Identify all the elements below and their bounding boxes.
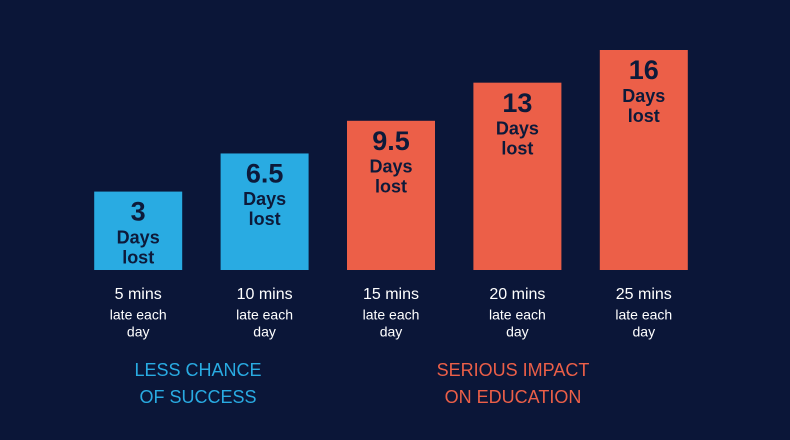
- category-label: 25 mins: [616, 286, 672, 303]
- category-label: 5 mins: [115, 286, 162, 303]
- value-unit: Days: [243, 189, 286, 209]
- category-label: 10 mins: [237, 286, 293, 303]
- category-note: day: [633, 324, 656, 340]
- category-label: 20 mins: [489, 286, 545, 303]
- category-note: late each: [489, 307, 546, 323]
- value-unit: lost: [375, 177, 407, 197]
- bar: [599, 50, 688, 270]
- category-note: late each: [110, 307, 167, 323]
- category-note: late each: [363, 307, 420, 323]
- value-label: 13: [502, 88, 532, 118]
- annotation: ON EDUCATION: [445, 387, 582, 407]
- value-unit: lost: [501, 138, 533, 158]
- category-note: late each: [615, 307, 672, 323]
- value-unit: lost: [628, 106, 660, 126]
- value-unit: Days: [117, 227, 160, 247]
- annotation: OF SUCCESS: [139, 387, 256, 407]
- value-unit: lost: [122, 247, 154, 267]
- category-note: day: [506, 324, 529, 340]
- category-note: late each: [236, 307, 293, 323]
- bar: [94, 191, 183, 270]
- bar: [220, 153, 309, 270]
- category-note: day: [127, 324, 150, 340]
- value-label: 6.5: [246, 159, 284, 189]
- annotation: SERIOUS IMPACT: [437, 360, 590, 380]
- value-label: 9.5: [372, 126, 410, 156]
- annotation: LESS CHANCE: [134, 360, 261, 380]
- category-note: day: [253, 324, 276, 340]
- bar: [347, 120, 435, 270]
- value-unit: lost: [249, 209, 281, 229]
- category-label: 15 mins: [363, 286, 419, 303]
- category-note: day: [380, 324, 403, 340]
- value-unit: Days: [369, 157, 412, 177]
- value-label: 16: [629, 55, 659, 85]
- value-unit: Days: [496, 118, 539, 138]
- bar: [473, 82, 562, 270]
- value-label: 3: [131, 197, 146, 227]
- value-unit: Days: [622, 86, 665, 106]
